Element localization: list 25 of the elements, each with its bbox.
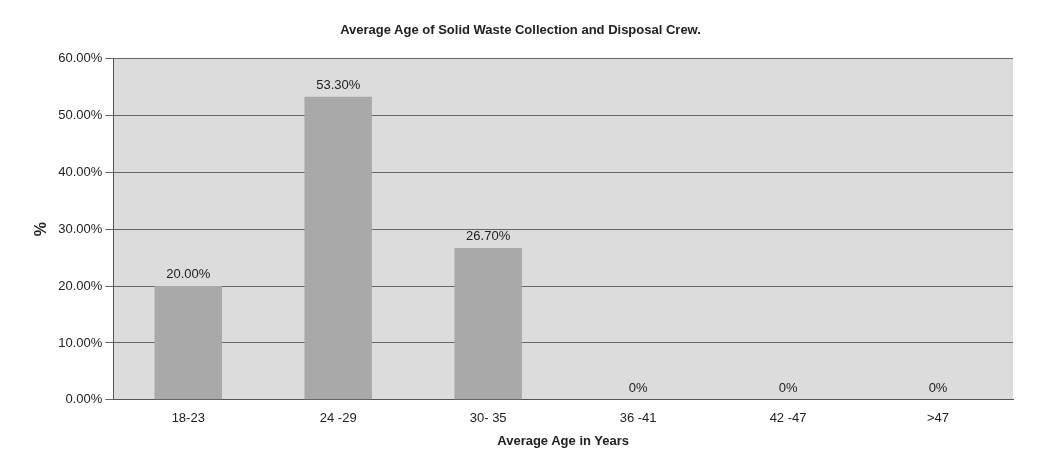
data-label: 20.00% [166,266,211,282]
bar [304,96,372,400]
y-tick-label: 20.00% [58,277,103,293]
x-axis-title: Average Age in Years [497,432,630,448]
y-tick-label: 0.00% [65,391,103,407]
data-label: 0% [628,379,648,395]
y-tick-label: 30.00% [58,220,103,236]
x-tick-label: 42 -47 [769,410,807,426]
y-tick-label: 60.00% [58,50,103,66]
x-tick-label: 30- 35 [469,410,507,426]
y-tick-label: 50.00% [58,107,103,123]
x-tick-label: 24 -29 [319,410,357,426]
x-tick-label: >47 [926,410,950,426]
y-tick-label: 40.00% [58,163,103,179]
x-tick-label: 36 -41 [619,410,657,426]
data-label: 26.70% [466,228,511,244]
data-label: 0% [928,379,948,395]
y-tick-label: 10.00% [58,334,103,350]
chart-title: Average Age of Solid Waste Collection and Disposal Crew. [340,22,701,38]
bar [454,247,522,400]
bar [154,286,223,400]
data-label: 53.30% [316,76,361,92]
y-axis-title: % [32,222,50,237]
data-label: 0% [778,379,798,395]
x-tick-label: 18-23 [171,410,205,426]
